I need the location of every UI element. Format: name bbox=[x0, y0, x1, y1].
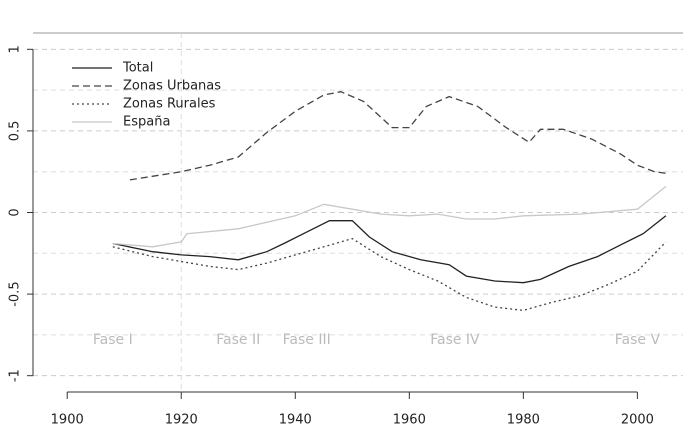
phase-label: Fase I bbox=[93, 332, 133, 348]
legend-label: Zonas Urbanas bbox=[123, 79, 221, 94]
x-tick-label: 1900 bbox=[51, 413, 84, 428]
y-tick-label: -0.5 bbox=[8, 281, 23, 306]
y-tick-label: 1 bbox=[8, 45, 23, 53]
phase-label: Fase IV bbox=[430, 332, 480, 348]
x-tick-label: 1940 bbox=[279, 413, 312, 428]
x-tick-label: 1920 bbox=[165, 413, 198, 428]
legend-label: Total bbox=[122, 61, 153, 76]
series-line bbox=[112, 215, 667, 284]
y-tick-label: -1 bbox=[8, 369, 23, 382]
x-tick-label: 1980 bbox=[507, 413, 540, 428]
phase-label: Fase III bbox=[283, 332, 331, 348]
series-line bbox=[112, 237, 667, 312]
phase-label: Fase V bbox=[615, 332, 661, 348]
phase-label: Fase II bbox=[216, 332, 260, 348]
y-tick-label: 0.5 bbox=[8, 121, 23, 142]
y-tick-label: 0 bbox=[8, 208, 23, 216]
legend-label: España bbox=[123, 115, 170, 130]
series-line bbox=[129, 91, 666, 181]
x-tick-label: 2000 bbox=[621, 413, 654, 428]
x-tick-label: 1960 bbox=[393, 413, 426, 428]
series-line bbox=[112, 185, 667, 248]
legend-label: Zonas Rurales bbox=[123, 97, 216, 112]
